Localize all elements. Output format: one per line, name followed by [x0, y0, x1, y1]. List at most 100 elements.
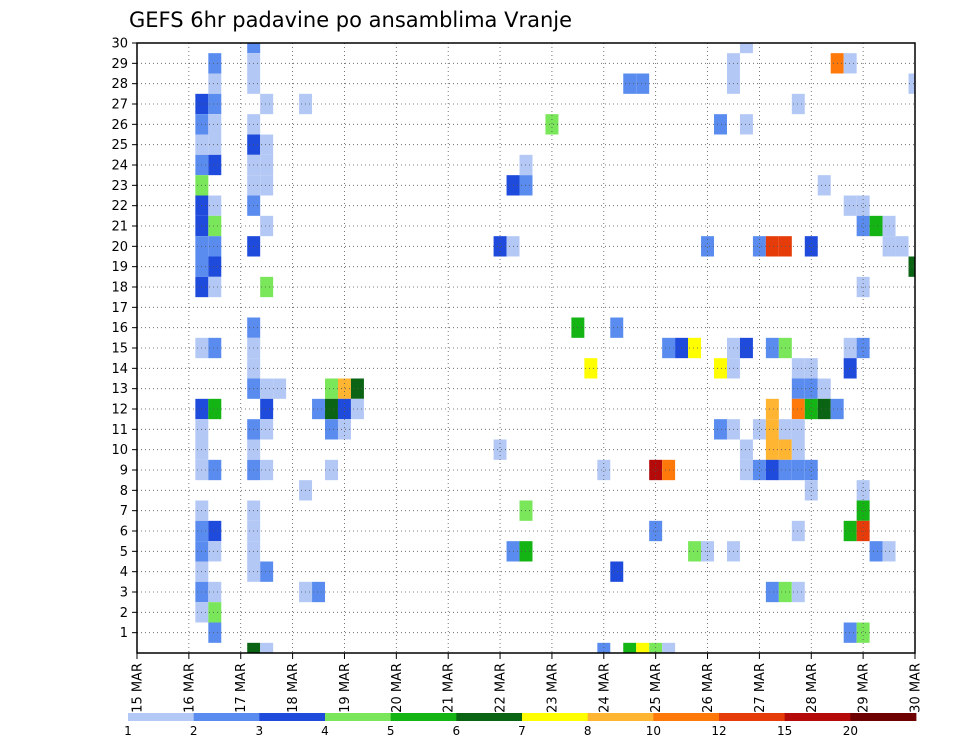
colorbar-segment: [259, 713, 326, 721]
heatmap-cell: [260, 134, 274, 155]
heatmap-cell: [584, 358, 598, 379]
colorbar-segment: [456, 713, 523, 721]
heatmap-cell: [714, 419, 727, 440]
heatmap-cell: [260, 561, 274, 582]
heatmap-cell: [208, 73, 222, 94]
x-tick-label: 21 MAR: [442, 663, 457, 713]
y-tick-label: 16: [111, 321, 128, 336]
x-tick-label: 22 MAR: [494, 663, 509, 713]
heatmap-cell: [843, 358, 857, 379]
heatmap-cell: [701, 236, 715, 257]
heatmap-cell: [208, 256, 222, 277]
x-tick-label: 25 MAR: [649, 663, 664, 713]
colorbar-label: 4: [321, 724, 329, 738]
x-tick-label: 30 MAR: [909, 663, 924, 713]
y-tick-label: 4: [120, 565, 128, 580]
heatmap-cell: [843, 520, 857, 542]
colorbar-segment: [193, 713, 260, 721]
heatmap-cell: [817, 378, 831, 399]
colorbar-segment: [390, 713, 457, 721]
heatmap-cell: [325, 378, 338, 399]
heatmap-cell: [714, 358, 727, 379]
x-tick-label: 28 MAR: [805, 663, 820, 713]
heatmap-cell: [765, 419, 779, 440]
heatmap-cell: [752, 419, 766, 440]
heatmap-cell: [208, 541, 222, 562]
heatmap-cell: [869, 541, 883, 562]
colorbar-segment: [587, 713, 654, 721]
heatmap-cell: [908, 256, 915, 277]
grid-lines: [137, 43, 915, 653]
x-tick-label: 17 MAR: [234, 663, 249, 713]
heatmap-cell: [208, 602, 222, 623]
heatmap-cell: [208, 581, 222, 603]
heatmap-cell: [623, 642, 637, 653]
heatmap-cell: [791, 358, 805, 379]
heatmap-cell: [636, 73, 650, 94]
colorbar-label: 1: [124, 724, 132, 738]
y-tick-label: 21: [111, 220, 128, 235]
colorbar-segment: [325, 713, 392, 721]
heatmap-cell: [545, 114, 559, 135]
y-tick-label: 12: [111, 403, 128, 418]
y-tick-label: 24: [111, 159, 128, 174]
heatmap-cell: [765, 398, 779, 420]
y-tick-label: 20: [111, 240, 128, 255]
y-tick-label: 9: [120, 464, 128, 479]
heatmap-cell: [208, 53, 222, 74]
y-tick-label: 26: [111, 118, 128, 133]
y-tick-label: 14: [111, 362, 128, 377]
heatmap-cell: [791, 419, 805, 440]
heatmap-cell: [208, 215, 222, 237]
x-tick-label: 23 MAR: [545, 663, 560, 713]
colorbar-segment: [653, 713, 720, 721]
heatmap-cell: [791, 398, 805, 420]
heatmap-cell: [856, 195, 870, 216]
heatmap-cell: [765, 581, 779, 603]
heatmap-cell: [208, 134, 222, 155]
heatmap-cell: [260, 419, 274, 440]
heatmap-cell: [337, 419, 351, 440]
heatmap-cell: [791, 378, 805, 399]
heatmap-cell: [714, 114, 727, 135]
y-tick-label: 23: [111, 179, 128, 194]
heatmap-cell: [791, 459, 805, 481]
heatmap-cell: [273, 378, 287, 399]
heatmap-cell: [610, 317, 624, 338]
y-tick-label: 18: [111, 281, 128, 296]
heatmap-cell: [804, 236, 818, 257]
colorbar-label: 15: [777, 724, 792, 738]
heatmap-cell: [260, 398, 274, 420]
colorbar-label: 8: [584, 724, 592, 738]
heatmap-cell: [208, 459, 222, 481]
heatmap-cell: [260, 215, 274, 237]
heatmap-cell: [765, 459, 779, 481]
y-tick-label: 8: [120, 484, 128, 499]
y-tick-label: 27: [111, 98, 128, 113]
y-tick-label: 22: [111, 199, 128, 214]
x-tick-label: 26 MAR: [701, 663, 716, 713]
heatmap-cell: [856, 622, 870, 643]
heatmap-cell: [662, 337, 676, 359]
y-tick-label: 10: [111, 443, 128, 458]
heatmap-cell: [662, 459, 676, 481]
heatmap-cell: [804, 378, 818, 399]
x-tick-label: 29 MAR: [857, 663, 872, 713]
heatmap-cell: [817, 398, 831, 420]
heatmap-cell: [208, 622, 222, 643]
heatmap-cell: [856, 500, 870, 521]
heatmap-cell: [908, 73, 915, 94]
y-tick-label: 25: [111, 138, 128, 153]
heatmap-cell: [843, 622, 857, 643]
heatmap-cell: [260, 154, 274, 176]
heatmap-cell: [208, 337, 222, 359]
heatmap-cell: [337, 378, 351, 399]
heatmap-cell: [869, 215, 883, 237]
y-tick-label: 28: [111, 77, 128, 92]
heatmap-cell: [649, 459, 663, 481]
heatmap-cell: [247, 642, 261, 653]
heatmap-cell: [791, 581, 805, 603]
y-tick-label: 29: [111, 57, 128, 72]
heatmap-cell: [688, 337, 702, 359]
heatmap-cell: [260, 459, 274, 481]
